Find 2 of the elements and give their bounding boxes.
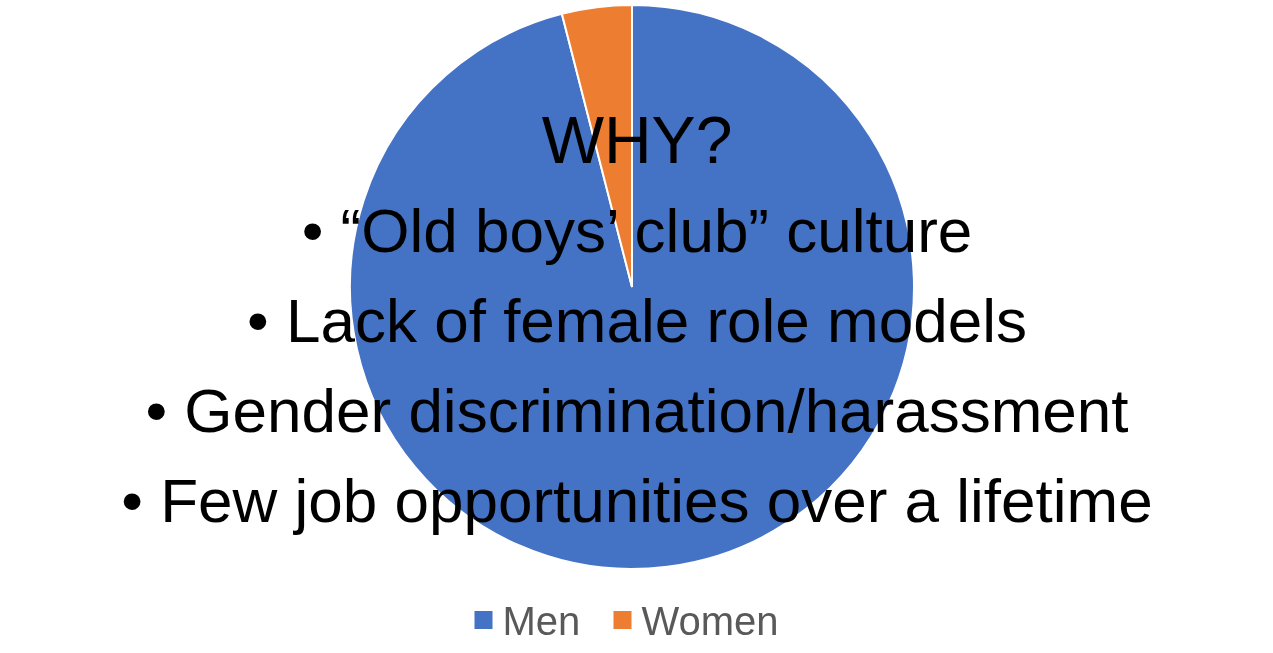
legend-label: Men — [502, 599, 581, 643]
legend-label: Women — [641, 599, 779, 643]
